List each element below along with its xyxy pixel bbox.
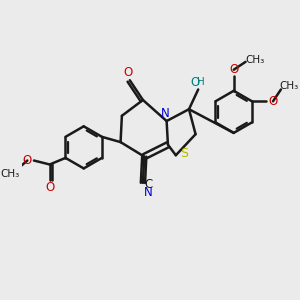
Text: O: O [45,181,54,194]
Text: O: O [23,154,32,167]
Text: C: C [145,178,153,191]
Text: H: H [197,77,205,87]
Text: O: O [124,66,133,80]
Text: CH₃: CH₃ [1,169,20,179]
Text: N: N [144,186,153,200]
Text: CH₃: CH₃ [279,80,298,91]
Text: CH₃: CH₃ [245,55,264,65]
Text: O: O [190,76,200,88]
Text: O: O [268,95,278,108]
Text: N: N [161,107,170,120]
Text: O: O [229,63,239,76]
Text: S: S [180,147,188,161]
